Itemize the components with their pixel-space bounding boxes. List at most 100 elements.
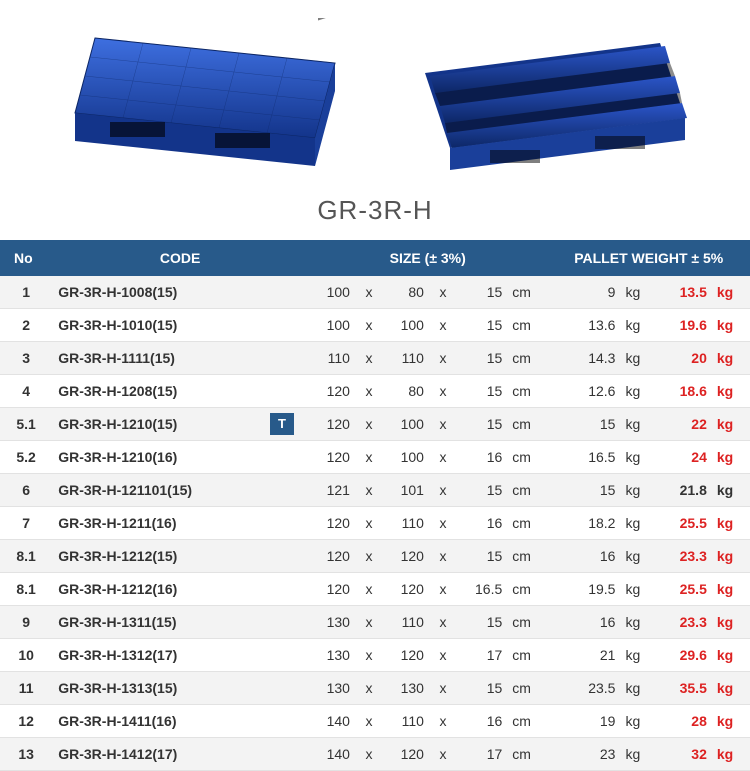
cell-weight2: 19.6 (654, 309, 713, 342)
header-weight: PALLET WEIGHT ± 5% (547, 240, 750, 276)
pallet-bottom-icon (395, 18, 695, 183)
code-text: GR-3R-H-1411(16) (58, 713, 176, 729)
cell-weight2: 25.5 (654, 507, 713, 540)
cell-size-unit: cm (508, 507, 547, 540)
cell-code: GR-3R-H-1111(15) (52, 342, 308, 375)
code-text: GR-3R-H-1312(17) (58, 647, 177, 663)
cell-weight2-unit: kg (713, 276, 750, 309)
cell-x: x (430, 375, 456, 408)
cell-x: x (430, 276, 456, 309)
cell-code: GR-3R-H-1411(16) (52, 705, 308, 738)
table-header-row: No CODE SIZE (± 3%) PALLET WEIGHT ± 5% (0, 240, 750, 276)
cell-dim2: 120 (382, 639, 430, 672)
cell-dim1: 120 (308, 408, 356, 441)
cell-weight2: 23.3 (654, 540, 713, 573)
cell-x: x (356, 441, 382, 474)
cell-weight1: 9 (547, 276, 621, 309)
cell-code: GR-3R-H-1412(17) (52, 738, 308, 771)
table-row: 12GR-3R-H-1411(16)140x110x16cm19kg28kg (0, 705, 750, 738)
table-row: 8.1GR-3R-H-1212(16)120x120x16.5cm19.5kg2… (0, 573, 750, 606)
table-row: 5.1GR-3R-H-1210(15)T120x100x15cm15kg22kg (0, 408, 750, 441)
cell-dim2: 120 (382, 738, 430, 771)
cell-weight2: 18.6 (654, 375, 713, 408)
cell-code: GR-3R-H-1311(15) (52, 606, 308, 639)
cell-dim3: 16 (456, 705, 508, 738)
code-text: GR-3R-H-1212(15) (58, 548, 177, 564)
cell-x: x (356, 375, 382, 408)
code-text: GR-3R-H-121101(15) (58, 482, 192, 498)
cell-code: GR-3R-H-1008(15) (52, 276, 308, 309)
cell-no: 8.1 (0, 540, 52, 573)
cell-dim3: 15 (456, 540, 508, 573)
cell-no: 7 (0, 507, 52, 540)
cell-x: x (430, 639, 456, 672)
cell-weight2: 35.5 (654, 672, 713, 705)
table-row: 13GR-3R-H-1412(17)140x120x17cm23kg32kg (0, 738, 750, 771)
cell-weight2: 25.5 (654, 573, 713, 606)
cell-dim1: 121 (308, 474, 356, 507)
cell-dim2: 100 (382, 309, 430, 342)
cell-x: x (356, 738, 382, 771)
cell-x: x (430, 672, 456, 705)
cell-x: x (430, 342, 456, 375)
cell-size-unit: cm (508, 276, 547, 309)
cell-size-unit: cm (508, 342, 547, 375)
cell-weight1-unit: kg (621, 606, 654, 639)
table-row: 7GR-3R-H-1211(16)120x110x16cm18.2kg25.5k… (0, 507, 750, 540)
cell-x: x (430, 309, 456, 342)
cell-weight2: 28 (654, 705, 713, 738)
cell-dim3: 15 (456, 342, 508, 375)
cell-weight2-unit: kg (713, 606, 750, 639)
cell-dim3: 15 (456, 276, 508, 309)
cell-weight2-unit: kg (713, 474, 750, 507)
cell-weight1-unit: kg (621, 672, 654, 705)
cell-x: x (356, 309, 382, 342)
table-row: 5.2GR-3R-H-1210(16)120x100x16cm16.5kg24k… (0, 441, 750, 474)
code-text: GR-3R-H-1210(15) (58, 416, 177, 432)
cell-weight2-unit: kg (713, 309, 750, 342)
cell-size-unit: cm (508, 606, 547, 639)
cell-dim2: 80 (382, 375, 430, 408)
table-row: 1GR-3R-H-1008(15)100x80x15cm9kg13.5kg (0, 276, 750, 309)
cell-code: GR-3R-H-1212(15) (52, 540, 308, 573)
cell-dim3: 17 (456, 738, 508, 771)
cell-no: 5.2 (0, 441, 52, 474)
header-code: CODE (52, 240, 308, 276)
cell-weight1-unit: kg (621, 375, 654, 408)
cell-code: GR-3R-H-1210(16) (52, 441, 308, 474)
cell-weight2: 32 (654, 738, 713, 771)
cell-no: 12 (0, 705, 52, 738)
cell-x: x (356, 408, 382, 441)
cell-dim1: 140 (308, 705, 356, 738)
cell-weight1: 18.2 (547, 507, 621, 540)
cell-x: x (430, 474, 456, 507)
cell-weight1-unit: kg (621, 573, 654, 606)
cell-x: x (356, 573, 382, 606)
cell-weight2-unit: kg (713, 738, 750, 771)
cell-no: 3 (0, 342, 52, 375)
cell-dim1: 140 (308, 738, 356, 771)
cell-dim3: 15 (456, 309, 508, 342)
cell-x: x (356, 606, 382, 639)
table-row: 4GR-3R-H-1208(15)120x80x15cm12.6kg18.6kg (0, 375, 750, 408)
cell-no: 10 (0, 639, 52, 672)
cell-size-unit: cm (508, 375, 547, 408)
cell-weight1-unit: kg (621, 507, 654, 540)
cell-dim1: 100 (308, 276, 356, 309)
cell-dim2: 110 (382, 342, 430, 375)
cell-dim1: 120 (308, 573, 356, 606)
cell-weight1-unit: kg (621, 540, 654, 573)
cell-dim2: 120 (382, 540, 430, 573)
cell-size-unit: cm (508, 441, 547, 474)
cell-weight2-unit: kg (713, 639, 750, 672)
table-row: 6GR-3R-H-121101(15)121x101x15cm15kg21.8k… (0, 474, 750, 507)
cell-weight1-unit: kg (621, 342, 654, 375)
code-text: GR-3R-H-1111(15) (58, 350, 175, 366)
cell-weight1-unit: kg (621, 639, 654, 672)
cell-weight1: 12.6 (547, 375, 621, 408)
cell-weight2-unit: kg (713, 375, 750, 408)
cell-weight2-unit: kg (713, 342, 750, 375)
table-row: 3GR-3R-H-1111(15)110x110x15cm14.3kg20kg (0, 342, 750, 375)
cell-code: GR-3R-H-1212(16) (52, 573, 308, 606)
cell-x: x (356, 639, 382, 672)
